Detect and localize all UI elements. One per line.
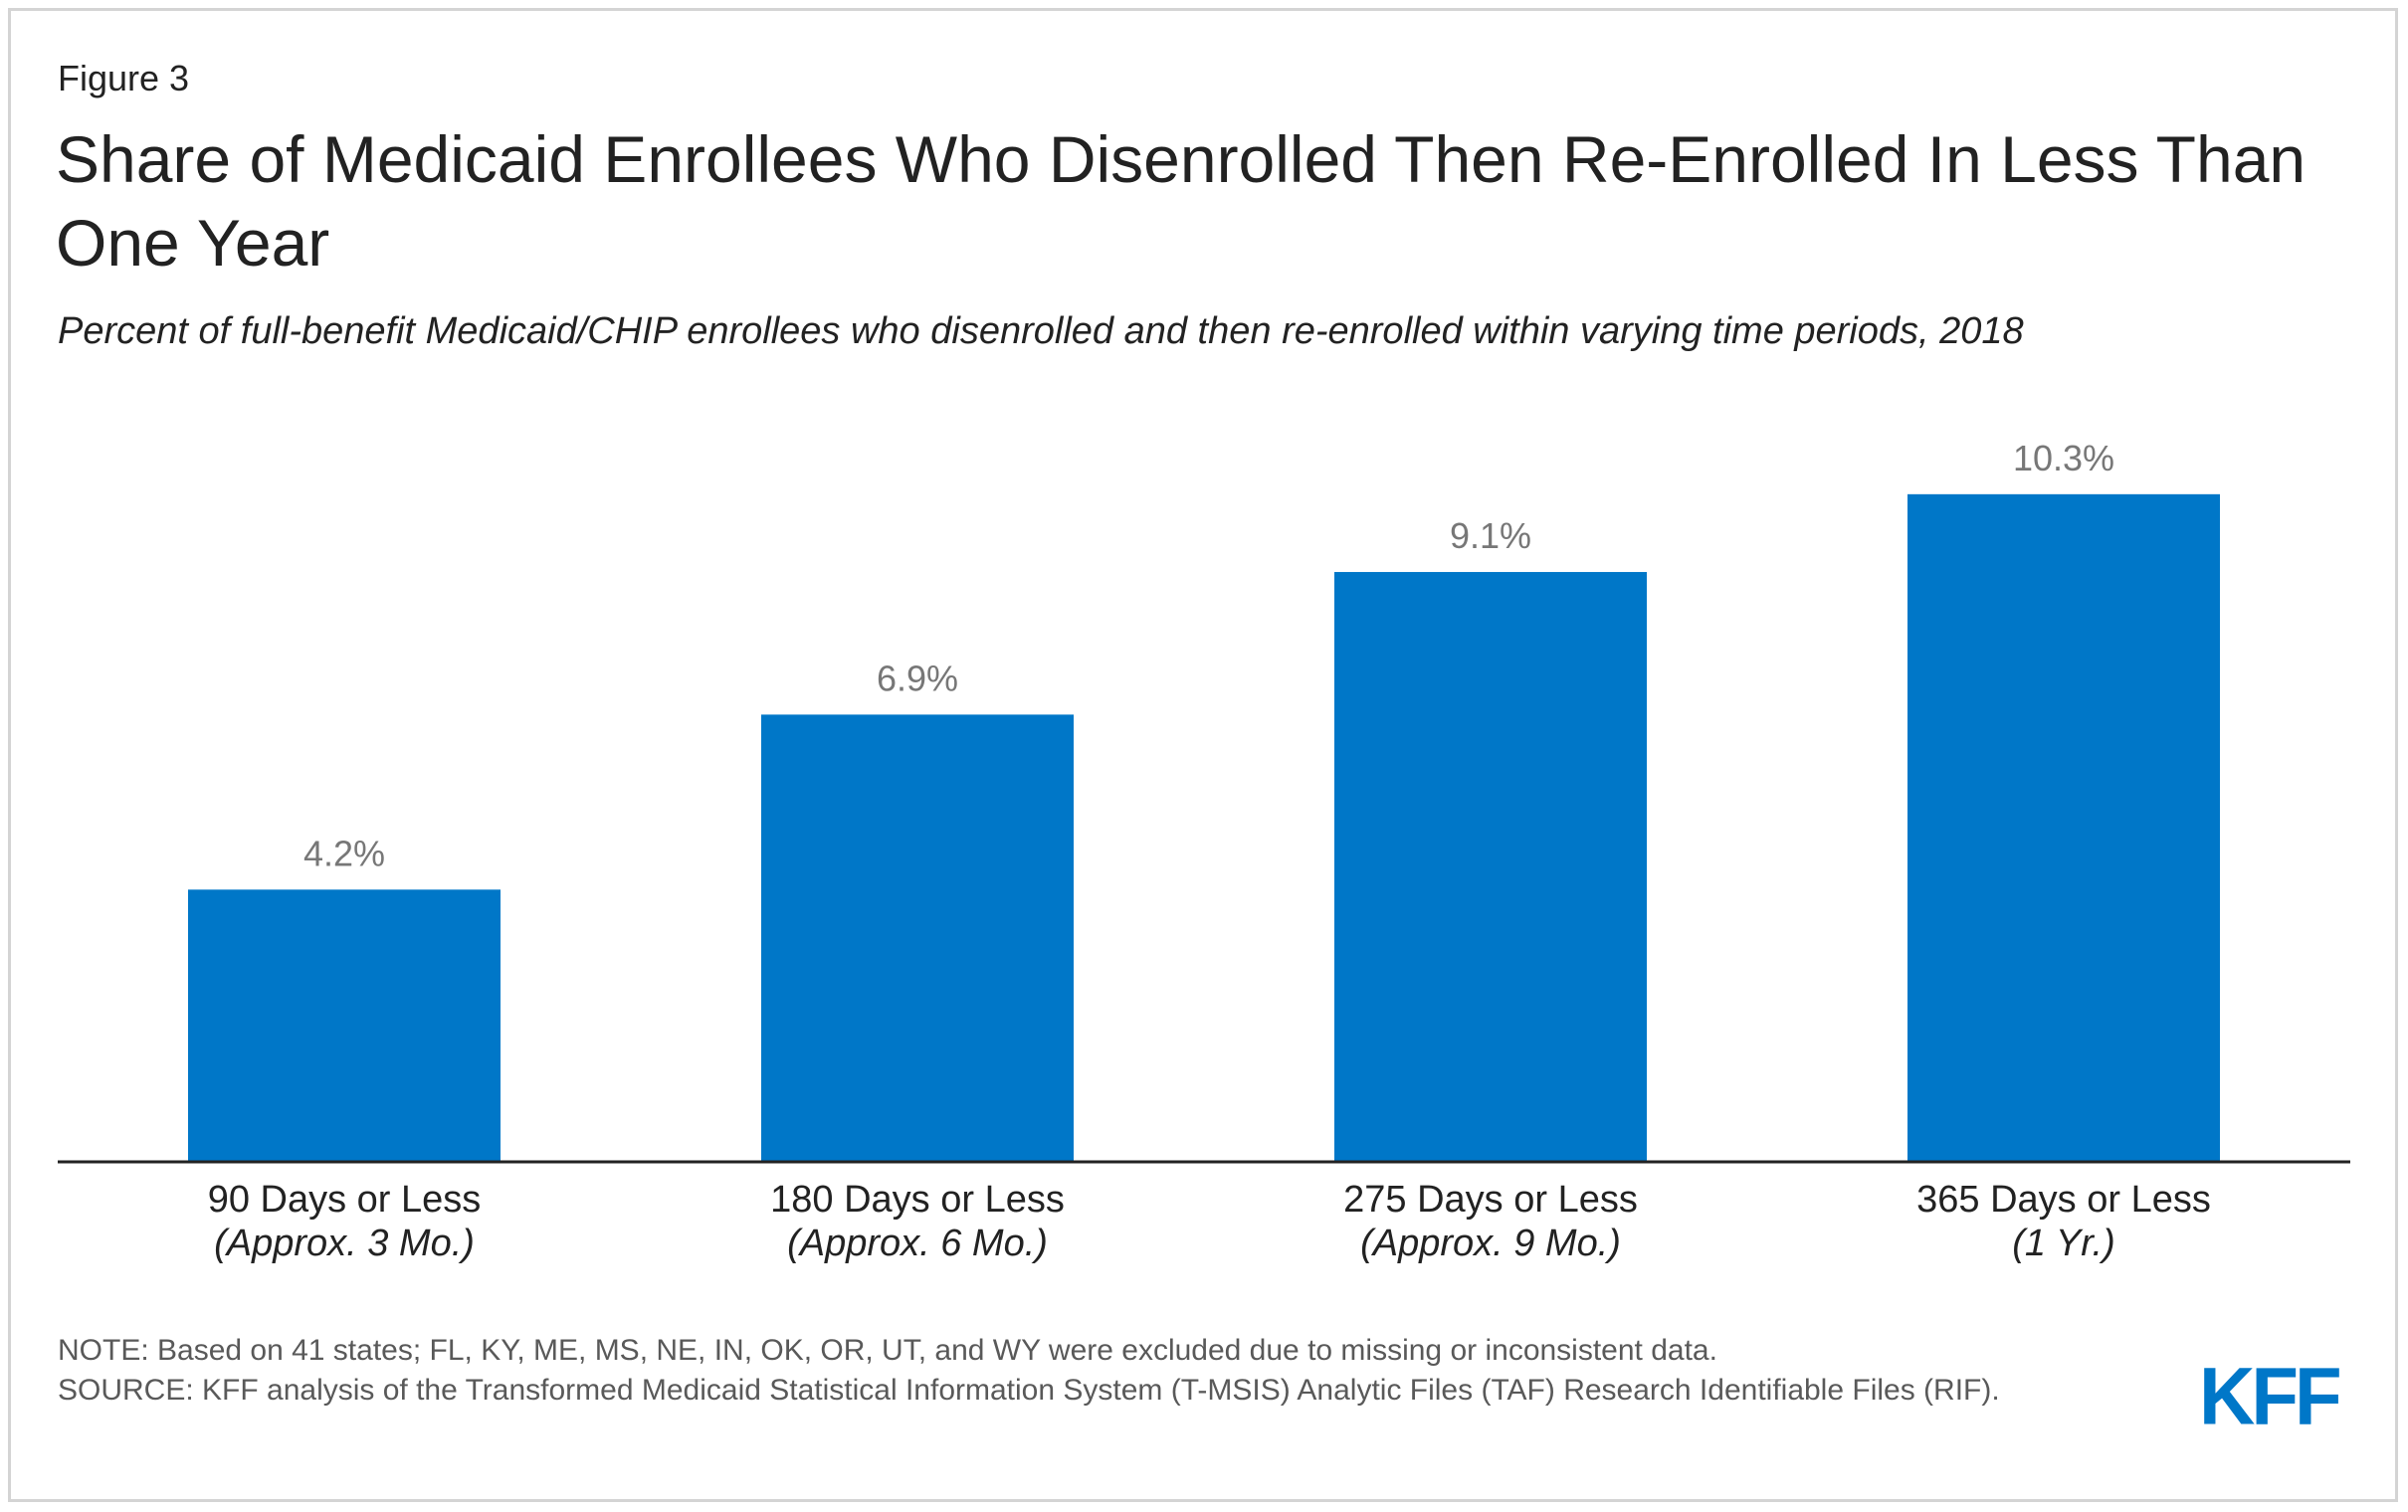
kff-logo: KFF: [2199, 1349, 2342, 1442]
bar-1: [188, 889, 501, 1162]
chart-title: Share of Medicaid Enrollees Who Disenrol…: [56, 122, 2307, 280]
figure-label: Figure 3: [58, 58, 190, 98]
note-text: NOTE: Based on 41 states; FL, KY, ME, MS…: [58, 1334, 1717, 1367]
bar-2: [761, 714, 1074, 1162]
x-tick-sublabel-2: (Approx. 6 Mo.): [787, 1223, 1048, 1264]
bar-chart: 4.2% 90 Days or Less(Approx. 3 Mo.) 6.9% 18…: [58, 438, 2350, 1264]
bar-3: [1334, 572, 1647, 1162]
data-label-3: 9.1%: [1450, 515, 1531, 556]
source-text: SOURCE: KFF analysis of the Transformed …: [58, 1374, 2000, 1407]
data-label-2: 6.9%: [877, 658, 958, 698]
x-tick-sublabel-3: (Approx. 9 Mo.): [1360, 1223, 1621, 1264]
x-tick-label-3: 275 Days or Less: [1343, 1179, 1638, 1221]
data-label-1: 4.2%: [303, 833, 385, 873]
x-tick-label-4: 365 Days or Less: [1916, 1179, 2211, 1221]
data-label-4: 10.3%: [2013, 438, 2114, 478]
x-tick-sublabel-1: (Approx. 3 Mo.): [214, 1223, 475, 1264]
bar-4: [1907, 493, 2220, 1162]
footnotes: NOTE: Based on 41 states; FL, KY, ME, MS…: [58, 1331, 2098, 1411]
x-tick-sublabel-4: (1 Yr.): [2012, 1223, 2114, 1264]
x-tick-label-1: 90 Days or Less: [208, 1179, 482, 1221]
chart-subtitle: Percent of full-benefit Medicaid/CHIP en…: [58, 310, 2024, 352]
x-tick-label-2: 180 Days or Less: [770, 1179, 1065, 1221]
figure-frame: [8, 8, 2398, 1502]
